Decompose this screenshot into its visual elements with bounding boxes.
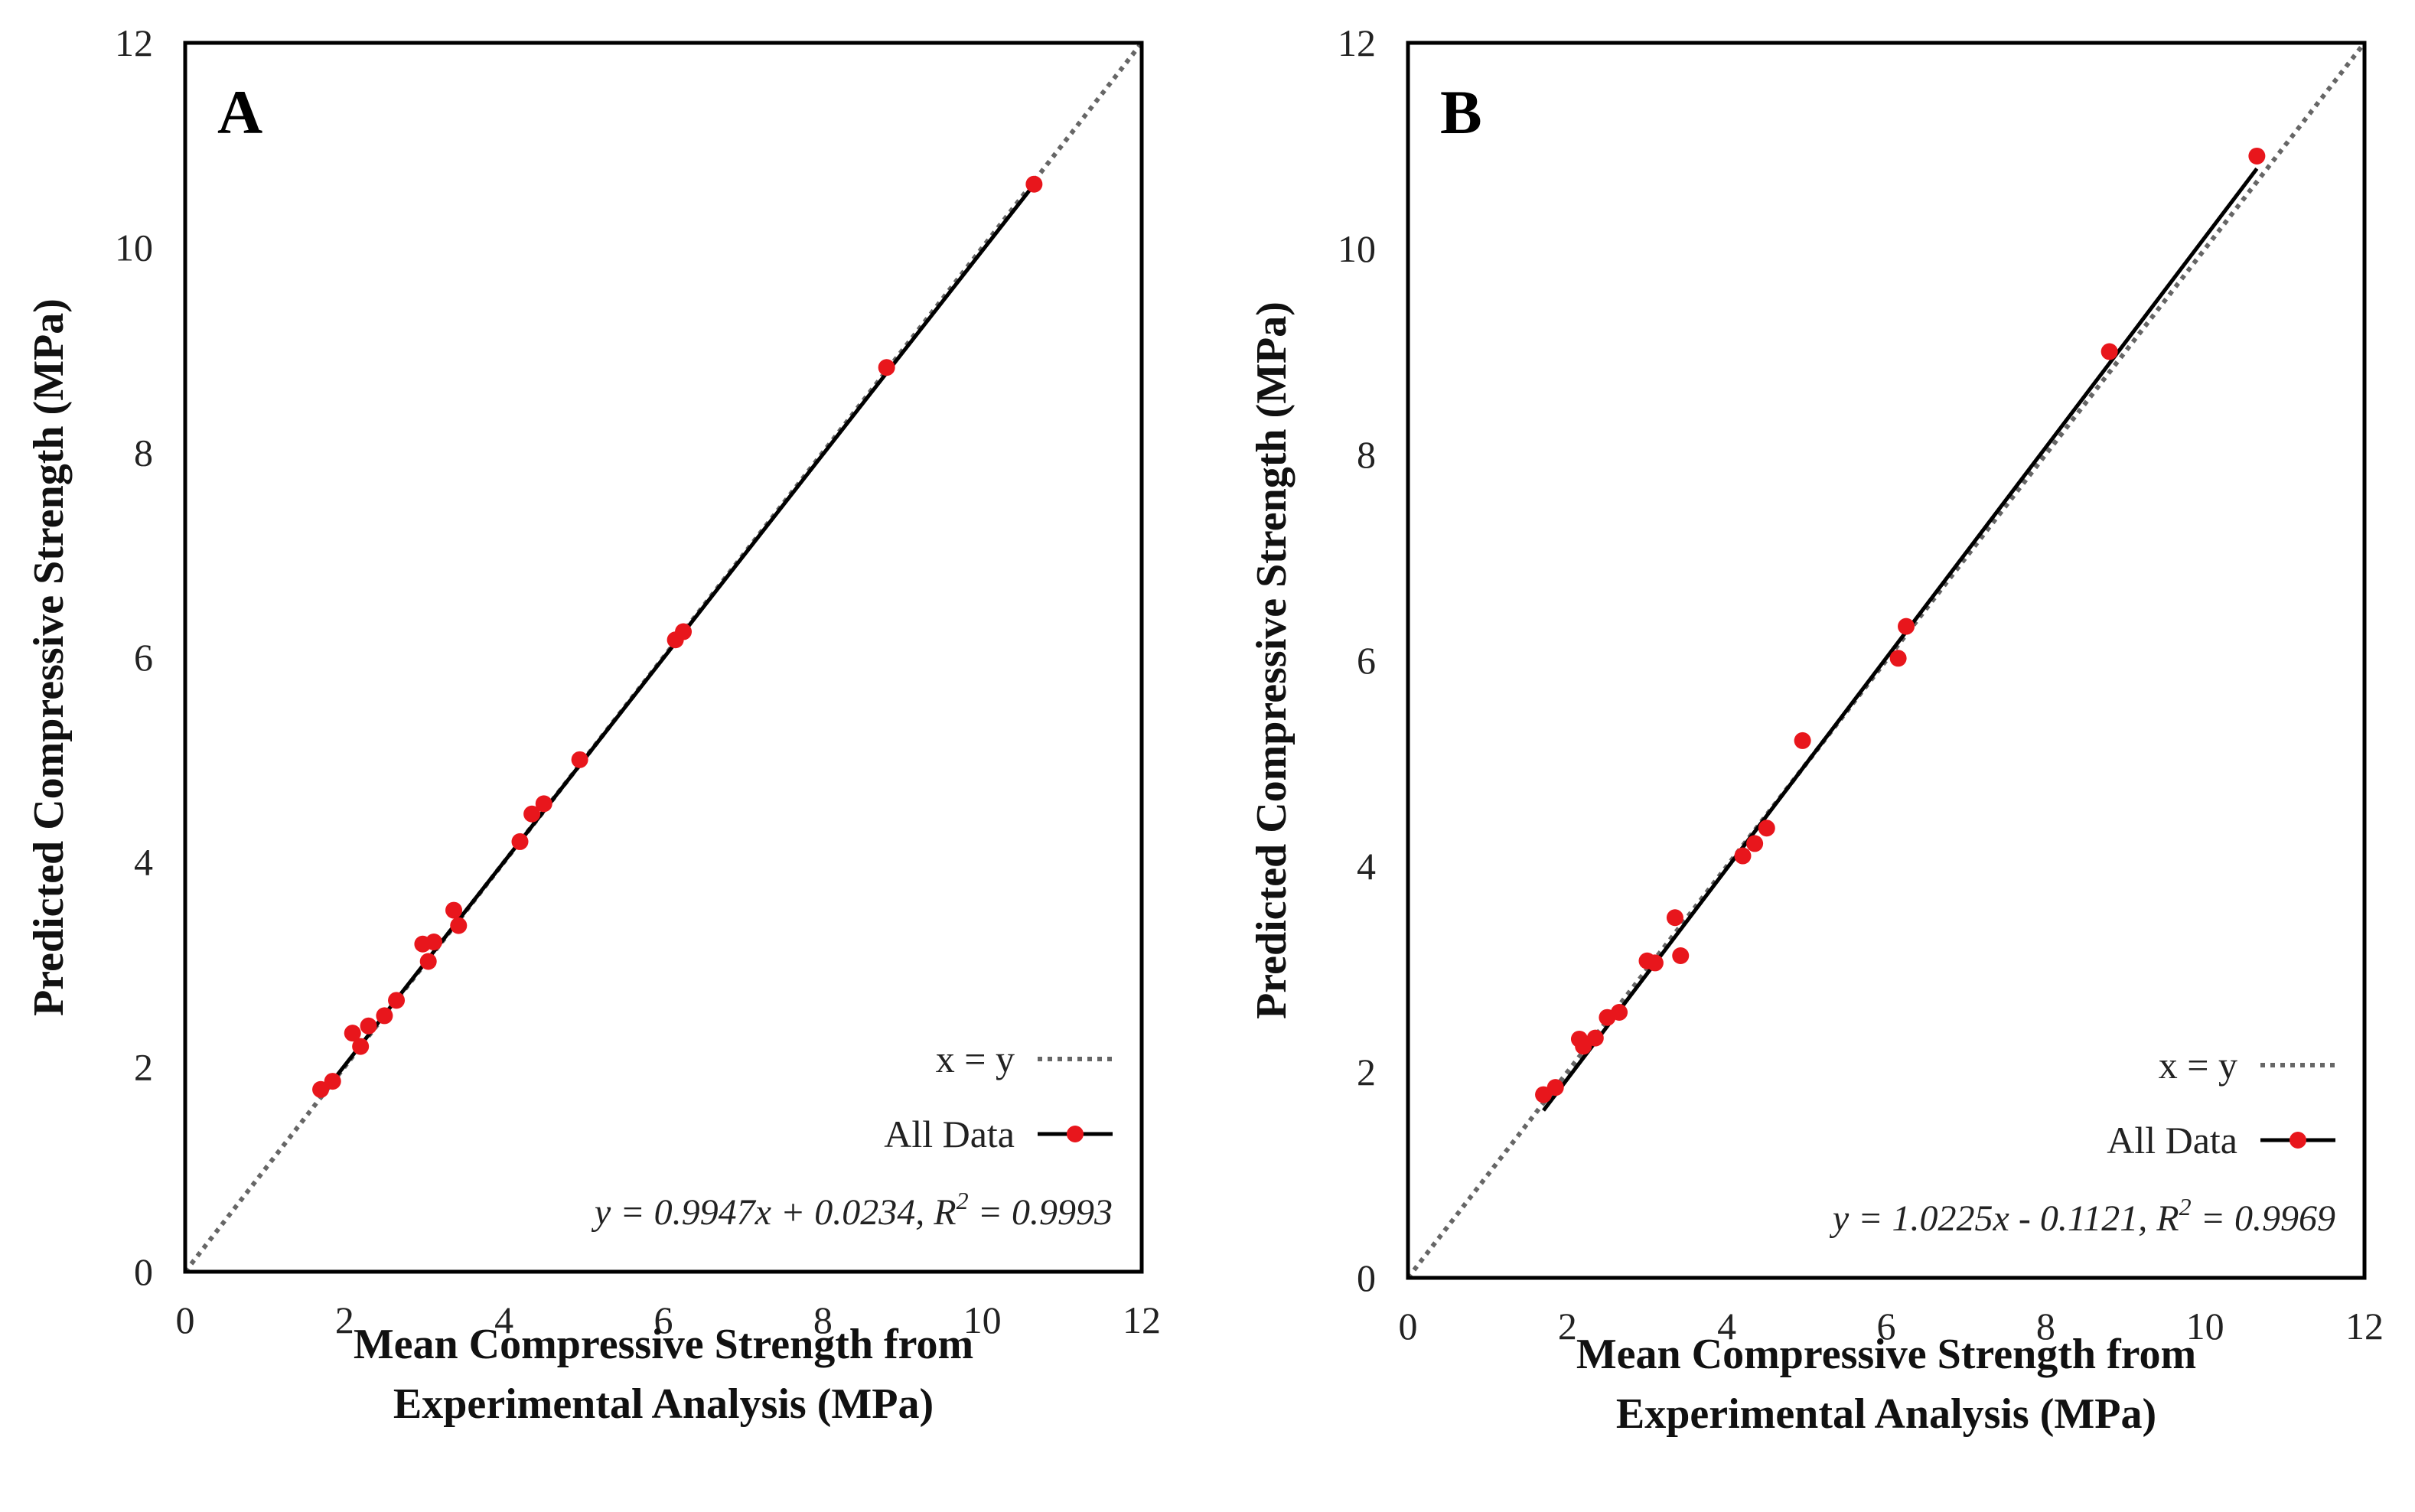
data-point bbox=[1611, 1003, 1628, 1021]
identity-line bbox=[1406, 41, 2367, 1279]
data-point bbox=[1672, 947, 1690, 965]
legend-label-all-data: All Data bbox=[884, 1113, 1015, 1155]
y-tick-label: 4 bbox=[1357, 845, 1376, 888]
data-point bbox=[419, 953, 437, 970]
y-tick-label: 10 bbox=[1338, 227, 1376, 270]
x-tick-label: 6 bbox=[1877, 1305, 1896, 1347]
data-point bbox=[1898, 618, 1915, 635]
data-point bbox=[511, 833, 529, 850]
regression-equation: y = 0.9947x + 0.0234, R2 = 0.9993 bbox=[591, 1187, 1113, 1233]
data-point bbox=[376, 1007, 393, 1025]
legend-swatch-marker bbox=[2290, 1132, 2306, 1149]
x-axis-title-line1: Mean Compressive Strength from bbox=[354, 1321, 973, 1368]
data-point bbox=[675, 623, 693, 640]
regression-equation: y = 1.0225x - 0.1121, R2 = 0.9969 bbox=[1829, 1193, 2335, 1239]
y-tick-label: 12 bbox=[115, 21, 153, 64]
data-point bbox=[1794, 732, 1811, 749]
panel-b: 0 2 4 6 8 10 12 0 2 4 6 8 10 12 B Mean Compressive Stre… bbox=[1248, 21, 2384, 1438]
y-tick-label: 2 bbox=[134, 1045, 153, 1088]
x-tick-label: 8 bbox=[2036, 1305, 2055, 1347]
y-tick-label: 0 bbox=[1357, 1256, 1376, 1299]
y-tick-label: 10 bbox=[115, 226, 153, 269]
legend: x = y All Data bbox=[884, 1038, 1113, 1155]
panel-letter: A bbox=[217, 77, 262, 147]
data-point bbox=[324, 1073, 341, 1090]
panel-letter: B bbox=[1440, 77, 1482, 147]
legend-label-identity: x = y bbox=[2159, 1044, 2237, 1087]
y-tick-label: 6 bbox=[134, 636, 153, 679]
data-point bbox=[1666, 909, 1683, 927]
data-point bbox=[571, 751, 588, 768]
y-axis-title: Predicted Compressive Strength (MPa) bbox=[25, 298, 73, 1016]
data-point bbox=[1025, 175, 1043, 193]
data-point bbox=[2100, 343, 2118, 360]
x-axis-title-line1: Mean Compressive Strength from bbox=[1576, 1331, 2196, 1378]
data-point bbox=[1646, 954, 1664, 972]
data-point bbox=[523, 805, 541, 823]
legend: x = y All Data bbox=[2107, 1044, 2335, 1162]
data-point bbox=[878, 359, 895, 376]
x-tick-label: 8 bbox=[813, 1299, 833, 1341]
data-point bbox=[352, 1038, 370, 1055]
x-tick-label: 0 bbox=[176, 1299, 195, 1341]
x-tick-label: 12 bbox=[2345, 1305, 2384, 1347]
y-tick-label: 8 bbox=[1357, 433, 1376, 476]
y-tick-label: 12 bbox=[1338, 21, 1376, 64]
panel-a: 0 2 4 6 8 10 12 0 2 4 6 8 10 12 A Mean Compressive Stre… bbox=[25, 21, 1161, 1428]
y-tick-label: 4 bbox=[134, 841, 153, 884]
data-point bbox=[425, 934, 442, 951]
data-point bbox=[535, 795, 552, 813]
data-point bbox=[450, 917, 468, 934]
y-tick-label: 8 bbox=[134, 431, 153, 474]
data-point bbox=[388, 992, 406, 1009]
regression-line bbox=[1542, 167, 2259, 1112]
y-axis-title: Predicted Compressive Strength (MPa) bbox=[1248, 301, 1295, 1019]
data-point bbox=[360, 1017, 377, 1035]
x-tick-label: 4 bbox=[494, 1299, 513, 1341]
x-axis-title-line2: Experimental Analysis (MPa) bbox=[393, 1380, 934, 1428]
y-tick-label: 6 bbox=[1357, 639, 1376, 682]
data-point bbox=[1746, 835, 1764, 852]
data-point bbox=[1586, 1029, 1604, 1047]
x-tick-label: 4 bbox=[1717, 1305, 1736, 1347]
x-axis-title-line2: Experimental Analysis (MPa) bbox=[1616, 1390, 2156, 1438]
x-tick-label: 12 bbox=[1123, 1299, 1161, 1341]
x-tick-label: 0 bbox=[1399, 1305, 1418, 1347]
y-tick-label: 0 bbox=[134, 1250, 153, 1293]
legend-label-identity: x = y bbox=[936, 1038, 1015, 1080]
plot-frame bbox=[183, 41, 1144, 1274]
data-point bbox=[2248, 147, 2266, 165]
legend-swatch-marker bbox=[1067, 1126, 1084, 1142]
data-point bbox=[1546, 1079, 1564, 1097]
x-tick-label: 10 bbox=[2186, 1305, 2224, 1347]
data-point bbox=[445, 901, 463, 919]
x-tick-label: 6 bbox=[654, 1299, 673, 1341]
plot-frame bbox=[1406, 41, 2367, 1280]
x-tick-label: 2 bbox=[335, 1299, 354, 1341]
x-tick-label: 10 bbox=[963, 1299, 1002, 1341]
data-point bbox=[1758, 820, 1775, 837]
legend-label-all-data: All Data bbox=[2107, 1119, 2237, 1162]
data-point bbox=[344, 1025, 361, 1042]
data-point bbox=[312, 1080, 330, 1098]
data-point bbox=[1575, 1038, 1592, 1055]
y-tick-label: 2 bbox=[1357, 1051, 1376, 1093]
data-point bbox=[1734, 847, 1752, 865]
data-point bbox=[1889, 650, 1907, 667]
x-tick-label: 2 bbox=[1558, 1305, 1577, 1347]
